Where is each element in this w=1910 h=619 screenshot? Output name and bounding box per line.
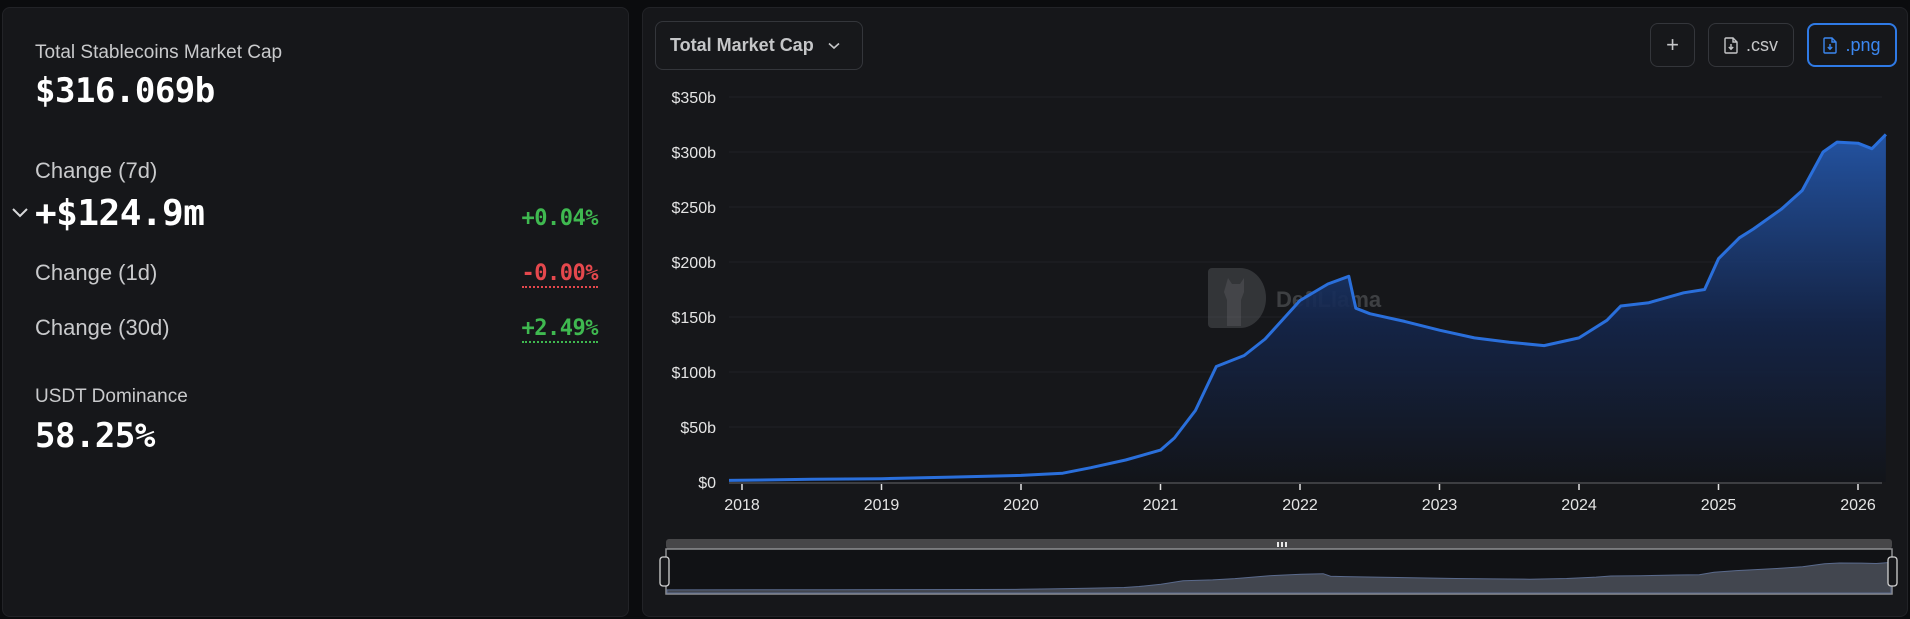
- csv-label: .csv: [1745, 34, 1778, 55]
- y-tick-label: $300b: [672, 145, 717, 162]
- x-tick-label: 2024: [1561, 497, 1597, 514]
- x-tick-label: 2026: [1840, 497, 1876, 514]
- x-tick-label: 2025: [1701, 497, 1737, 514]
- y-tick-label: $100b: [672, 365, 717, 382]
- metric-select-label: Total Market Cap: [670, 35, 814, 55]
- chevron-down-icon: [828, 42, 840, 49]
- change-1d-pct[interactable]: -0.00%: [521, 261, 599, 288]
- metric-select[interactable]: Total Market Cap: [655, 21, 863, 70]
- defillama-watermark: DefiLlama: [1208, 268, 1382, 328]
- x-tick-label: 2020: [1003, 497, 1039, 514]
- usdt-dominance-label: USDT Dominance: [35, 386, 188, 407]
- x-tick-label: 2022: [1282, 497, 1318, 514]
- stats-panel: Total Stablecoins Market Cap $316.069b C…: [2, 7, 629, 617]
- file-download-icon: [1724, 36, 1738, 54]
- total-market-cap-value: $316.069b: [35, 71, 215, 111]
- download-png-button[interactable]: .png: [1807, 23, 1897, 67]
- x-tick-label: 2023: [1422, 497, 1458, 514]
- y-tick-label: $0: [698, 475, 716, 492]
- y-tick-label: $250b: [672, 200, 717, 217]
- total-market-cap-label: Total Stablecoins Market Cap: [35, 42, 283, 63]
- change-30d-label: Change (30d): [35, 315, 170, 340]
- market-cap-line: [728, 133, 1887, 482]
- slider-left-handle[interactable]: [659, 556, 670, 587]
- y-tick-label: $350b: [672, 90, 717, 107]
- png-label: .png: [1845, 34, 1881, 55]
- x-tick-label: 2018: [724, 497, 760, 514]
- slider-preview-area: [666, 561, 1892, 594]
- add-chart-button[interactable]: +: [1650, 23, 1695, 67]
- slider-right-handle[interactable]: [1887, 556, 1898, 587]
- range-slider[interactable]: [659, 539, 1898, 595]
- usdt-dominance-value: 58.25%: [35, 416, 155, 456]
- change-1d-label: Change (1d): [35, 260, 158, 285]
- y-axis: $0 $50b $100b $150b $200b $250b $300b $350b: [672, 90, 717, 492]
- slider-grip-icon: [1277, 542, 1287, 547]
- download-csv-button[interactable]: .csv: [1708, 23, 1794, 67]
- area-fill: [729, 134, 1886, 482]
- x-tick-label: 2019: [864, 497, 900, 514]
- change-30d-pct[interactable]: +2.49%: [521, 316, 599, 343]
- change-7d-pct: +0.04%: [521, 206, 599, 231]
- x-tick-label: 2021: [1143, 497, 1179, 514]
- y-tick-label: $150b: [672, 310, 717, 327]
- y-tick-label: $50b: [680, 420, 716, 437]
- change-7d-label: Change (7d): [35, 158, 158, 183]
- plus-icon: +: [1666, 32, 1679, 57]
- file-download-icon: [1823, 36, 1838, 54]
- chevron-down-icon[interactable]: [11, 206, 29, 220]
- y-tick-label: $200b: [672, 255, 717, 272]
- x-axis: 2018 2019 2020 2021 2022 2023 2024 2025 2026: [724, 484, 1876, 514]
- change-7d-value: +$124.9m: [35, 193, 205, 234]
